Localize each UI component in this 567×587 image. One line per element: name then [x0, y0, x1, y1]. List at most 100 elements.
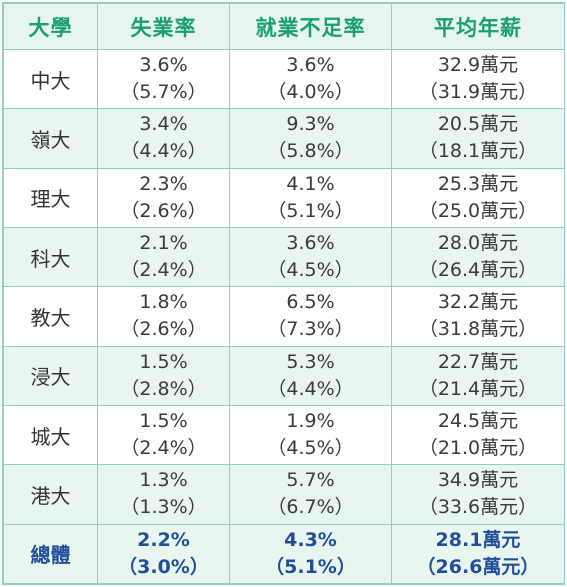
previous-value: （1.3%） [120, 496, 207, 519]
header-university: 大學 [3, 3, 98, 50]
university-name: 浸大 [3, 345, 98, 406]
previous-value: （25.0萬元） [418, 199, 538, 222]
previous-value: （5.7%） [120, 81, 207, 104]
previous-value: （26.6萬元） [416, 555, 540, 578]
university-name: 理大 [3, 167, 98, 228]
salary-cell: 20.5萬元 （18.1萬元） [391, 108, 565, 169]
previous-value: （2.4%） [120, 259, 207, 282]
university-name: 中大 [3, 48, 98, 110]
previous-value: （2.6%） [120, 318, 207, 341]
previous-value: （18.1萬元） [418, 140, 538, 163]
data-table: 大學 失業率 就業不足率 平均年薪 中大 3.6% （5.7%） 3.6% （4.0… [3, 3, 565, 585]
underemployment-cell: 5.7% （6.7%） [229, 464, 392, 525]
current-value: 3.6% [139, 54, 188, 77]
current-value: 1.5% [139, 410, 188, 433]
total-label: 總體 [3, 523, 98, 585]
header-row: 大學 失業率 就業不足率 平均年薪 [3, 3, 565, 50]
salary-cell: 32.2萬元 （31.8萬元） [391, 286, 565, 347]
previous-value: （2.8%） [120, 377, 207, 400]
table-row: 科大 2.1% （2.4%） 3.6% （4.5%） 28.0萬元 （26.4萬元） [3, 226, 565, 288]
current-value: 3.4% [139, 113, 188, 136]
previous-value: （33.6萬元） [418, 496, 538, 519]
table-row: 嶺大 3.4% （4.4%） 9.3% （5.8%） 20.5萬元 （18.1萬元） [3, 108, 565, 169]
salary-cell: 25.3萬元 （25.0萬元） [391, 167, 565, 228]
current-value: 25.3萬元 [437, 172, 519, 195]
previous-value: （21.4萬元） [418, 377, 538, 400]
previous-value: （4.5%） [267, 437, 354, 460]
previous-value: （21.0萬元） [418, 437, 538, 460]
current-value: 2.2% [137, 528, 190, 551]
previous-value: （2.4%） [120, 437, 207, 460]
current-value: 6.5% [286, 291, 335, 314]
current-value: 32.2萬元 [437, 291, 519, 314]
current-value: 9.3% [286, 113, 335, 136]
previous-value: （31.9萬元） [418, 81, 538, 104]
salary-cell: 24.5萬元 （21.0萬元） [391, 404, 565, 466]
total-row: 總體 2.2% （3.0%） 4.3% （5.1%） 28.1萬元 （26.6萬元） [3, 523, 565, 585]
previous-value: （5.8%） [267, 140, 354, 163]
previous-value: （7.3%） [267, 318, 354, 341]
previous-value: （5.1%） [267, 199, 354, 222]
unemployment-cell: 3.4% （4.4%） [97, 108, 230, 169]
previous-value: （5.1%） [265, 555, 356, 578]
header-underemployment: 就業不足率 [229, 3, 392, 50]
underemployment-cell: 4.3% （5.1%） [229, 523, 392, 585]
unemployment-cell: 3.6% （5.7%） [97, 48, 230, 110]
current-value: 3.6% [286, 232, 335, 255]
current-value: 28.1萬元 [435, 528, 521, 551]
unemployment-cell: 1.3% （1.3%） [97, 464, 230, 525]
current-value: 3.6% [286, 54, 335, 77]
previous-value: （4.0%） [267, 81, 354, 104]
table-row: 教大 1.8% （2.6%） 6.5% （7.3%） 32.2萬元 （31.8萬元） [3, 286, 565, 347]
salary-cell: 34.9萬元 （33.6萬元） [391, 464, 565, 525]
unemployment-cell: 2.3% （2.6%） [97, 167, 230, 228]
current-value: 24.5萬元 [437, 410, 519, 433]
university-name: 嶺大 [3, 108, 98, 169]
table-row: 理大 2.3% （2.6%） 4.1% （5.1%） 25.3萬元 （25.0萬元） [3, 167, 565, 228]
header-unemployment: 失業率 [97, 3, 230, 50]
salary-cell: 32.9萬元 （31.9萬元） [391, 48, 565, 110]
university-name: 教大 [3, 286, 98, 347]
table-row: 港大 1.3% （1.3%） 5.7% （6.7%） 34.9萬元 （33.6萬元） [3, 464, 565, 525]
underemployment-cell: 5.3% （4.4%） [229, 345, 392, 406]
university-name: 城大 [3, 404, 98, 466]
salary-cell: 22.7萬元 （21.4萬元） [391, 345, 565, 406]
current-value: 2.1% [139, 232, 188, 255]
header-salary: 平均年薪 [391, 3, 565, 50]
underemployment-cell: 1.9% （4.5%） [229, 404, 392, 466]
current-value: 1.3% [139, 469, 188, 492]
previous-value: （31.8萬元） [418, 318, 538, 341]
current-value: 5.7% [286, 469, 335, 492]
underemployment-cell: 3.6% （4.0%） [229, 48, 392, 110]
previous-value: （4.4%） [267, 377, 354, 400]
current-value: 32.9萬元 [437, 54, 519, 77]
table-row: 中大 3.6% （5.7%） 3.6% （4.0%） 32.9萬元 （31.9萬元） [3, 48, 565, 110]
current-value: 5.3% [286, 350, 335, 373]
unemployment-cell: 2.2% （3.0%） [97, 523, 230, 585]
current-value: 4.1% [286, 172, 335, 195]
current-value: 34.9萬元 [437, 469, 519, 492]
table-row: 浸大 1.5% （2.8%） 5.3% （4.4%） 22.7萬元 （21.4萬元） [3, 345, 565, 406]
previous-value: （6.7%） [267, 496, 354, 519]
previous-value: （4.5%） [267, 259, 354, 282]
previous-value: （4.4%） [120, 140, 207, 163]
current-value: 4.3% [284, 528, 337, 551]
unemployment-cell: 1.5% （2.4%） [97, 404, 230, 466]
previous-value: （2.6%） [120, 199, 207, 222]
current-value: 1.9% [286, 410, 335, 433]
underemployment-cell: 4.1% （5.1%） [229, 167, 392, 228]
salary-cell: 28.0萬元 （26.4萬元） [391, 226, 565, 288]
current-value: 28.0萬元 [437, 232, 519, 255]
current-value: 2.3% [139, 172, 188, 195]
unemployment-cell: 1.5% （2.8%） [97, 345, 230, 406]
underemployment-cell: 6.5% （7.3%） [229, 286, 392, 347]
previous-value: （3.0%） [118, 555, 209, 578]
salary-cell: 28.1萬元 （26.6萬元） [391, 523, 565, 585]
underemployment-cell: 3.6% （4.5%） [229, 226, 392, 288]
university-name: 港大 [3, 464, 98, 525]
underemployment-cell: 9.3% （5.8%） [229, 108, 392, 169]
table-row: 城大 1.5% （2.4%） 1.9% （4.5%） 24.5萬元 （21.0萬元） [3, 404, 565, 466]
current-value: 1.5% [139, 350, 188, 373]
university-name: 科大 [3, 226, 98, 288]
